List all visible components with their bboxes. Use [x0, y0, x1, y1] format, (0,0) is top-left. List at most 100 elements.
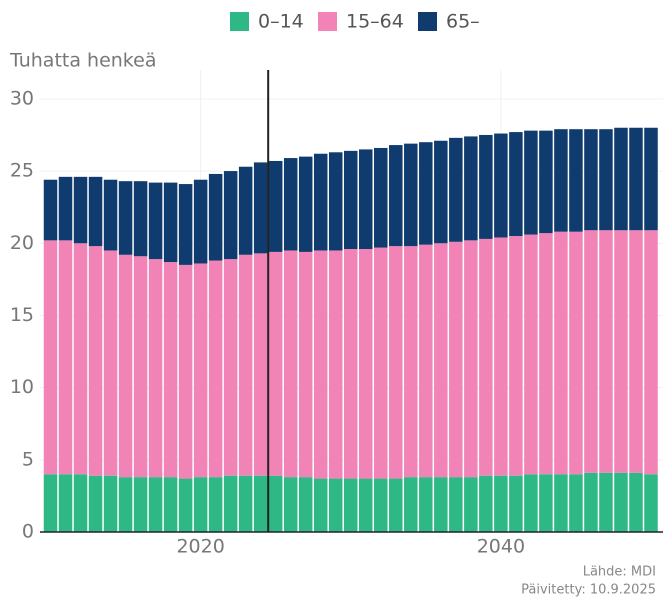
- bar-segment: [118, 477, 133, 532]
- bar-segment: [524, 130, 538, 235]
- bar-segment: [268, 475, 283, 532]
- bar-segment: [43, 474, 58, 532]
- bar-segment: [614, 230, 628, 473]
- bar-segment: [313, 153, 328, 251]
- bar-segment: [524, 474, 538, 532]
- bar-segment: [148, 182, 163, 260]
- bar-segment: [644, 474, 658, 532]
- bar-segment: [494, 133, 508, 238]
- y-tick-label: 30: [10, 87, 34, 109]
- bar-segment: [118, 181, 133, 255]
- bar-segment: [614, 472, 628, 532]
- bar-segment: [629, 230, 643, 473]
- bar-segment: [449, 137, 463, 242]
- bar-segment: [58, 240, 73, 475]
- y-tick-label: 5: [22, 448, 34, 470]
- bar-segment: [404, 246, 418, 478]
- bar-segment: [43, 240, 58, 475]
- bar-segment: [208, 477, 223, 532]
- bar-segment: [103, 250, 118, 476]
- bar-segment: [464, 240, 478, 478]
- bar-segment: [434, 477, 448, 532]
- bar-segment: [629, 472, 643, 532]
- bar-segment: [253, 475, 268, 532]
- bar-segment: [539, 474, 553, 532]
- bar-segment: [253, 162, 268, 254]
- bar-segment: [374, 147, 388, 248]
- bar-segment: [328, 152, 343, 251]
- bar-segment: [103, 475, 118, 532]
- bar-segment: [569, 474, 583, 532]
- bar-segment: [434, 140, 448, 244]
- bar-segment: [133, 181, 148, 257]
- source: Lähde: MDI: [583, 565, 656, 580]
- bar-segment: [434, 243, 448, 478]
- bar-segment: [554, 474, 568, 532]
- bar-segment: [343, 478, 358, 532]
- bar-segment: [268, 160, 283, 252]
- x-tick-label: 2040: [477, 536, 525, 558]
- bar-segment: [644, 127, 658, 231]
- bar-segment: [73, 474, 88, 532]
- bar-segment: [208, 260, 223, 478]
- bar-segment: [629, 127, 643, 231]
- bar-segment: [73, 243, 88, 475]
- bar-segment: [584, 472, 598, 532]
- bar-segment: [328, 250, 343, 479]
- bar-segment: [268, 251, 283, 476]
- legend-label: 65–: [446, 11, 480, 33]
- bar-segment: [539, 130, 553, 234]
- bar-segment: [103, 179, 118, 251]
- bar-segment: [569, 129, 583, 232]
- bar-segment: [283, 158, 298, 251]
- bar-segment: [494, 475, 508, 532]
- bar-segment: [178, 478, 193, 532]
- bar-segment: [479, 238, 493, 476]
- bar-segment: [43, 179, 58, 241]
- bar-segment: [509, 475, 523, 532]
- bar-segment: [599, 230, 613, 473]
- bar-segment: [614, 127, 628, 231]
- bar-segment: [554, 231, 568, 475]
- bar-segment: [223, 475, 238, 532]
- x-tick-label: 2020: [176, 536, 224, 558]
- bar-segment: [133, 477, 148, 532]
- bar-segment: [148, 477, 163, 532]
- bar-segment: [58, 176, 73, 241]
- y-tick-label: 25: [10, 160, 34, 182]
- legend-swatch: [230, 12, 249, 31]
- bar-segment: [343, 249, 358, 479]
- bar-segment: [283, 250, 298, 478]
- bar-segment: [133, 256, 148, 478]
- y-tick-label: 15: [10, 304, 34, 326]
- bar-segment: [644, 230, 658, 475]
- bar-segment: [298, 156, 313, 252]
- bar-segment: [509, 132, 523, 237]
- bar-segment: [419, 244, 433, 478]
- y-tick-label: 10: [10, 376, 34, 398]
- bar-segment: [178, 184, 193, 265]
- bar-segment: [313, 478, 328, 532]
- bar-segment: [479, 475, 493, 532]
- bar-segment: [238, 475, 253, 532]
- bar-segment: [479, 134, 493, 239]
- bar-segment: [359, 249, 373, 479]
- bar-segment: [389, 246, 403, 479]
- bar-segment: [163, 477, 178, 532]
- bar-segment: [163, 262, 178, 478]
- legend-label: 15–64: [346, 11, 404, 33]
- bar-segment: [404, 143, 418, 247]
- y-axis-label: Tuhatta henkeä: [9, 50, 156, 72]
- bar-segment: [599, 129, 613, 231]
- bar-segment: [389, 145, 403, 247]
- bar-segment: [313, 250, 328, 479]
- bar-segment: [389, 478, 403, 532]
- bar-segment: [178, 264, 193, 479]
- bar-segment: [208, 173, 223, 261]
- bar-segment: [464, 136, 478, 241]
- bar-segment: [223, 171, 238, 260]
- bar-segment: [374, 478, 388, 532]
- bar-segment: [328, 478, 343, 532]
- bar-segment: [539, 233, 553, 475]
